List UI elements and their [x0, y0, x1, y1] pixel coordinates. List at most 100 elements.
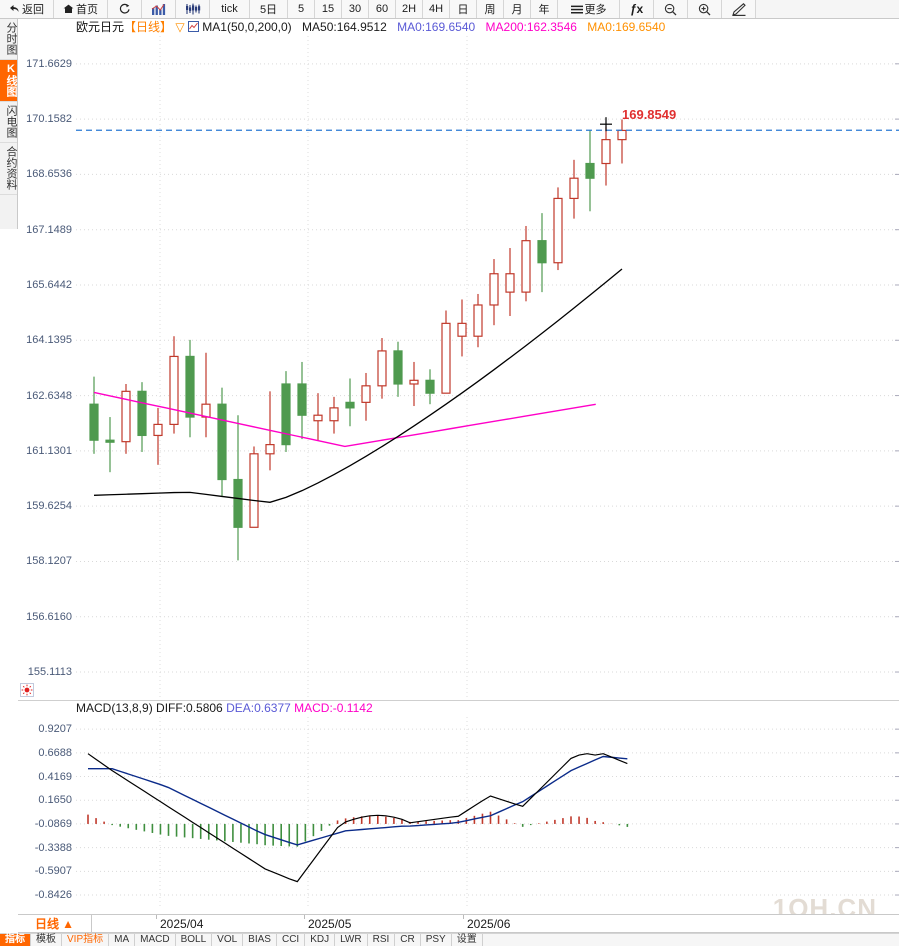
- toolbar-5day-label: 5日: [259, 4, 278, 16]
- price-tick-label: 171.6629: [26, 57, 72, 70]
- zoom-in-icon: [698, 3, 711, 16]
- toolbar-month-button[interactable]: 月: [504, 0, 531, 18]
- toolbar-tick-button[interactable]: tick: [210, 0, 250, 18]
- ma200-value: MA200:162.3546: [485, 20, 577, 34]
- price-tick-label: 164.1395: [26, 334, 72, 347]
- price-tick-label: 158.1207: [26, 555, 72, 568]
- toolbar-min5-button[interactable]: 5: [288, 0, 315, 18]
- toolbar-min30-label: 30: [348, 3, 362, 15]
- toolbar-year-label: 年: [538, 4, 550, 16]
- toolbar-min15-button[interactable]: 15: [315, 0, 342, 18]
- sidebar-item-lightning[interactable]: 闪电图: [0, 102, 17, 143]
- home-icon: [63, 4, 74, 14]
- bottom-tab-bias[interactable]: BIAS: [243, 934, 277, 946]
- bottom-tab-boll[interactable]: BOLL: [176, 934, 213, 946]
- bottom-tab-vip-[interactable]: VIP指标: [62, 934, 110, 946]
- price-tick-label: 162.6348: [26, 389, 72, 402]
- toolbar-fx-button[interactable]: ƒx: [620, 0, 654, 18]
- toolbar-min30-button[interactable]: 30: [342, 0, 369, 18]
- macd-tick-label: -0.5907: [34, 865, 72, 878]
- price-chart-plot[interactable]: [76, 36, 899, 700]
- price-tick-label: 161.1301: [26, 444, 72, 457]
- collapse-icon[interactable]: ▽: [175, 20, 185, 34]
- period-selector[interactable]: 日线 ▲: [18, 914, 92, 933]
- bottom-tab--[interactable]: 指标: [0, 934, 31, 946]
- toolbar-min60-label: 60: [375, 3, 389, 15]
- left-sidebar: 分时图 K线图 闪电图 合约资料: [0, 19, 18, 229]
- toolbar-home-label: 首页: [76, 4, 98, 16]
- price-axis-labels: 171.6629 170.1582 168.6536 167.1489 165.6442…: [18, 36, 74, 700]
- toolbar-indicator-button[interactable]: [176, 0, 210, 18]
- bottom-tab-kdj[interactable]: KDJ: [305, 934, 336, 946]
- bottom-tab-label: VOL: [217, 934, 238, 945]
- sidebar-item-kline[interactable]: K线图: [0, 60, 17, 102]
- bottom-tab-macd[interactable]: MACD: [135, 934, 176, 946]
- sidebar-item-label: 合约资料: [5, 146, 17, 190]
- bottom-tab--[interactable]: 设置: [452, 934, 483, 946]
- time-tick-label: 2025/05: [308, 917, 352, 931]
- bottom-tab-label: CCI: [281, 934, 300, 945]
- toolbar-back-button[interactable]: 返回: [0, 0, 54, 18]
- bottom-tab-label: 指标: [5, 934, 25, 945]
- macd-tick-label: 0.6688: [38, 746, 72, 759]
- bottom-tab-vol[interactable]: VOL: [212, 934, 244, 946]
- bottom-tab-psy[interactable]: PSY: [421, 934, 452, 946]
- price-tick-label: 168.6536: [26, 168, 72, 181]
- macd-diff-value: DIFF:0.5806: [156, 701, 223, 715]
- last-price-tag: 169.8549: [622, 107, 677, 122]
- toolbar-year-button[interactable]: 年: [531, 0, 558, 18]
- time-axis: 2025/04 2025/05 2025/06: [18, 914, 899, 933]
- toolbar-chart-type-button[interactable]: [142, 0, 176, 18]
- toolbar-home-button[interactable]: 首页: [54, 0, 108, 18]
- toolbar-week-label: 周: [484, 4, 496, 16]
- ma0-orange-value: MA0:169.6540: [587, 20, 666, 34]
- toolbar-week-button[interactable]: 周: [477, 0, 504, 18]
- sidebar-item-timeshare[interactable]: 分时图: [0, 19, 17, 60]
- toolbar-zoom-in-button[interactable]: [688, 0, 722, 18]
- toolbar-more-button[interactable]: 更多: [558, 0, 620, 18]
- toolbar-hour4-label: 4H: [428, 3, 444, 15]
- back-arrow-icon: [9, 4, 20, 14]
- zoom-out-icon: [664, 3, 677, 16]
- time-tick-mark: [156, 915, 157, 919]
- bottom-tab-lwr[interactable]: LWR: [335, 934, 368, 946]
- toolbar-refresh-button[interactable]: [108, 0, 142, 18]
- toolbar-draw-button[interactable]: [722, 0, 756, 18]
- macd-dea-value: DEA:0.6377: [226, 701, 291, 715]
- toolbar-zoom-out-button[interactable]: [654, 0, 688, 18]
- bottom-tab-label: BOLL: [180, 934, 207, 945]
- bottom-tab--[interactable]: 模板: [31, 934, 62, 946]
- bottom-tab-cci[interactable]: CCI: [277, 934, 306, 946]
- time-tick-label: 2025/06: [467, 917, 511, 931]
- price-tick-label: 167.1489: [26, 223, 72, 236]
- bottom-tab-rsi[interactable]: RSI: [368, 934, 396, 946]
- bottom-tab-label: RSI: [372, 934, 390, 945]
- bottom-tab-label: VIP指标: [67, 934, 104, 945]
- macd-header: MACD(13,8,9) DIFF:0.5806 DEA:0.6377 MACD…: [18, 700, 899, 717]
- toolbar-hour4-button[interactable]: 4H: [423, 0, 450, 18]
- sidebar-item-contract-info[interactable]: 合约资料: [0, 143, 17, 195]
- macd-tick-label: -0.3388: [34, 841, 72, 854]
- toolbar-min15-label: 15: [321, 3, 335, 15]
- toolbar-5day-button[interactable]: 5日: [250, 0, 288, 18]
- bottom-tab-ma[interactable]: MA: [109, 934, 136, 946]
- macd-tick-label: 0.4169: [38, 770, 72, 783]
- toolbar-min60-button[interactable]: 60: [369, 0, 396, 18]
- macd-chart-plot[interactable]: [76, 717, 899, 907]
- macd-settings-sun-icon[interactable]: [20, 683, 34, 697]
- indicator-toggle-icon[interactable]: [187, 20, 202, 34]
- toolbar-hour2-button[interactable]: 2H: [396, 0, 423, 18]
- toolbar-day-button[interactable]: 日: [450, 0, 477, 18]
- bottom-tab-cr[interactable]: CR: [395, 934, 421, 946]
- macd-svg: [76, 717, 899, 907]
- bottom-tab-label: CR: [400, 934, 415, 945]
- bottom-tab-label: KDJ: [310, 934, 330, 945]
- sidebar-item-label: K线图: [5, 63, 17, 97]
- toolbar-hour2-label: 2H: [401, 3, 417, 15]
- bar-chart-icon: [151, 3, 167, 15]
- panel-divider: [18, 700, 899, 701]
- candlestick-icon: [185, 3, 201, 15]
- time-tick-label: 2025/04: [160, 917, 204, 931]
- toolbar-day-label: 日: [457, 4, 469, 16]
- sidebar-item-label: 闪电图: [5, 105, 17, 138]
